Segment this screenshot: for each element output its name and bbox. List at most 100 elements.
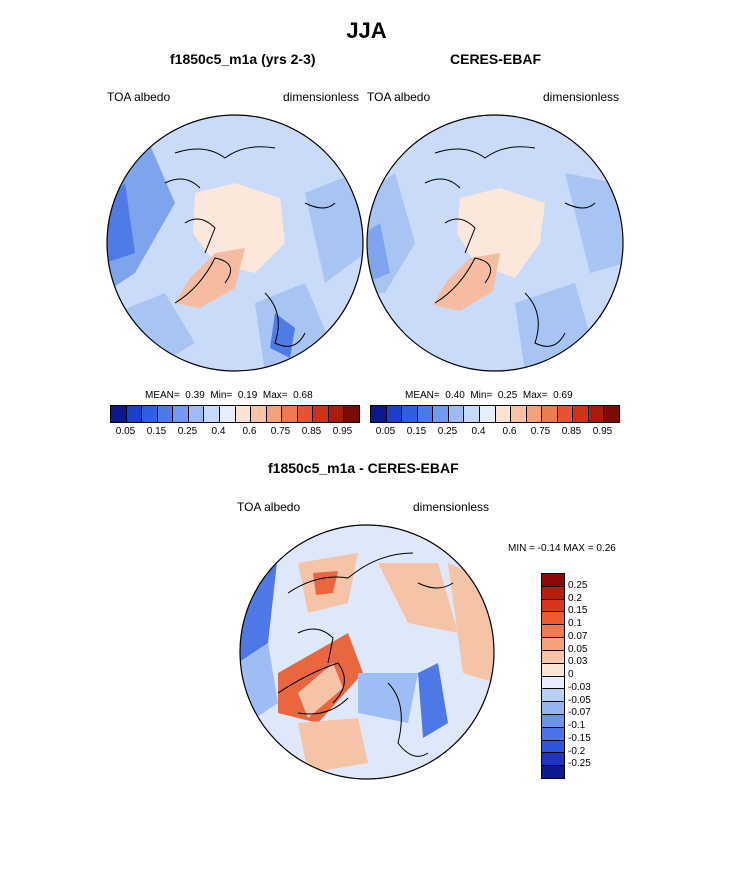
- panel1-polar-map: [106, 114, 364, 372]
- colorbar-swatch: [142, 406, 158, 422]
- colorbar-swatch: [251, 406, 267, 422]
- panel2-colorbar: [370, 405, 620, 423]
- colorbar-tick-label: -0.25: [568, 758, 591, 770]
- colorbar-swatch: [344, 406, 359, 422]
- colorbar-swatch: [448, 406, 465, 422]
- colorbar-tick-label: 0.03: [568, 656, 588, 668]
- colorbar-tick-label: 0.4: [471, 426, 486, 437]
- colorbar-swatch: [542, 714, 564, 728]
- colorbar-swatch: [542, 766, 564, 778]
- colorbar-swatch: [557, 406, 574, 422]
- colorbar-swatch: [604, 406, 619, 422]
- colorbar-swatch: [573, 406, 589, 422]
- colorbar-tick-label: 0.07: [568, 630, 588, 642]
- panel1-units-label: dimensionless: [283, 90, 360, 104]
- colorbar-swatch: [542, 702, 564, 715]
- colorbar-tick-label: 0.05: [568, 643, 588, 655]
- colorbar-swatch: [542, 625, 564, 639]
- colorbar-tick-label: 0.75: [530, 426, 551, 437]
- colorbar-tick-label: -0.05: [568, 694, 591, 706]
- colorbar-tick-label: 0.15: [146, 426, 167, 437]
- colorbar-swatch: [282, 406, 298, 422]
- colorbar-tick-label: 0.25: [177, 426, 198, 437]
- colorbar-tick-label: 0.15: [406, 426, 427, 437]
- diff-variable-label: TOA albedo: [237, 500, 301, 514]
- colorbar-swatch: [173, 406, 189, 422]
- colorbar-tick-label: 0.05: [115, 426, 136, 437]
- colorbar-swatch: [542, 612, 564, 626]
- colorbar-tick-label: -0.2: [568, 745, 586, 757]
- colorbar-tick-label: 0.25: [437, 426, 458, 437]
- panel2-units-label: dimensionless: [543, 90, 620, 104]
- colorbar-swatch: [588, 406, 605, 422]
- colorbar-swatch: [542, 663, 564, 677]
- colorbar-swatch: [542, 586, 564, 600]
- colorbar-swatch: [433, 406, 449, 422]
- colorbar-swatch: [542, 727, 564, 741]
- colorbar-swatch: [235, 406, 252, 422]
- colorbar-swatch: [266, 406, 283, 422]
- colorbar-tick-label: 0.15: [568, 605, 588, 617]
- colorbar-tick-label: 0.05: [375, 426, 396, 437]
- colorbar-swatch: [204, 406, 220, 422]
- colorbar-swatch: [542, 638, 564, 651]
- colorbar-tick-label: 0.85: [301, 426, 322, 437]
- diff-minmax: MIN = -0.14 MAX = 0.26: [508, 543, 616, 554]
- panel1-colorbar: [110, 405, 360, 423]
- panel2-variable-label: TOA albedo: [367, 90, 431, 104]
- colorbar-swatch: [542, 676, 564, 690]
- colorbar-swatch: [542, 650, 564, 664]
- figure-title: JJA: [346, 18, 387, 43]
- colorbar-swatch: [542, 689, 564, 703]
- panel2-title: CERES-EBAF: [450, 51, 542, 67]
- colorbar-swatch: [188, 406, 205, 422]
- panel2-polar-map: [366, 114, 624, 372]
- colorbar-tick-label: 0: [568, 669, 574, 680]
- colorbar-swatch: [542, 599, 564, 613]
- panel1-colorbar-ticks: 0.05 0.15 0.25 0.4 0.6 0.75 0.85 0.95: [110, 426, 358, 440]
- colorbar-swatch: [526, 406, 543, 422]
- colorbar-swatch: [542, 406, 558, 422]
- colorbar-swatch: [402, 406, 418, 422]
- colorbar-swatch: [157, 406, 174, 422]
- diff-polar-map: [239, 524, 495, 780]
- diff-units-label: dimensionless: [413, 500, 490, 514]
- panel1-title: f1850c5_m1a (yrs 2-3): [170, 51, 316, 67]
- colorbar-tick-label: 0.6: [242, 426, 257, 437]
- colorbar-swatch: [313, 406, 329, 422]
- colorbar-swatch: [495, 406, 512, 422]
- colorbar-swatch: [542, 574, 564, 587]
- colorbar-tick-label: 0.2: [568, 592, 582, 604]
- colorbar-swatch: [511, 406, 527, 422]
- colorbar-tick-label: 0.6: [502, 426, 517, 437]
- panel1-variable-label: TOA albedo: [107, 90, 171, 104]
- panel2-colorbar-ticks: 0.05 0.15 0.25 0.4 0.6 0.75 0.85 0.95: [370, 426, 618, 440]
- colorbar-swatch: [111, 406, 127, 422]
- colorbar-swatch: [219, 406, 236, 422]
- colorbar-tick-label: -0.03: [568, 681, 591, 693]
- colorbar-tick-label: -0.07: [568, 707, 591, 719]
- colorbar-swatch: [479, 406, 496, 422]
- colorbar-swatch: [464, 406, 480, 422]
- colorbar-tick-label: -0.15: [568, 732, 591, 744]
- colorbar-tick-label: 0.95: [332, 426, 353, 437]
- colorbar-swatch: [417, 406, 434, 422]
- colorbar-tick-label: 0.1: [568, 618, 582, 629]
- colorbar-tick-label: 0.85: [561, 426, 582, 437]
- colorbar-swatch: [126, 406, 143, 422]
- colorbar-tick-label: 0.75: [270, 426, 291, 437]
- panel1-stats: MEAN= 0.39 Min= 0.19 Max= 0.68: [145, 390, 313, 401]
- colorbar-swatch: [542, 753, 564, 767]
- colorbar-swatch: [386, 406, 403, 422]
- colorbar-tick-label: 0.4: [211, 426, 226, 437]
- colorbar-swatch: [542, 740, 564, 754]
- colorbar-tick-label: 0.25: [568, 579, 588, 591]
- colorbar-tick-label: -0.1: [568, 720, 586, 731]
- colorbar-swatch: [371, 406, 387, 422]
- colorbar-swatch: [297, 406, 314, 422]
- panel2-stats: MEAN= 0.40 Min= 0.25 Max= 0.69: [405, 390, 573, 401]
- colorbar-swatch: [328, 406, 345, 422]
- diff-colorbar: [541, 573, 565, 779]
- diff-panel-title: f1850c5_m1a - CERES-EBAF: [268, 460, 459, 476]
- colorbar-tick-label: 0.95: [592, 426, 613, 437]
